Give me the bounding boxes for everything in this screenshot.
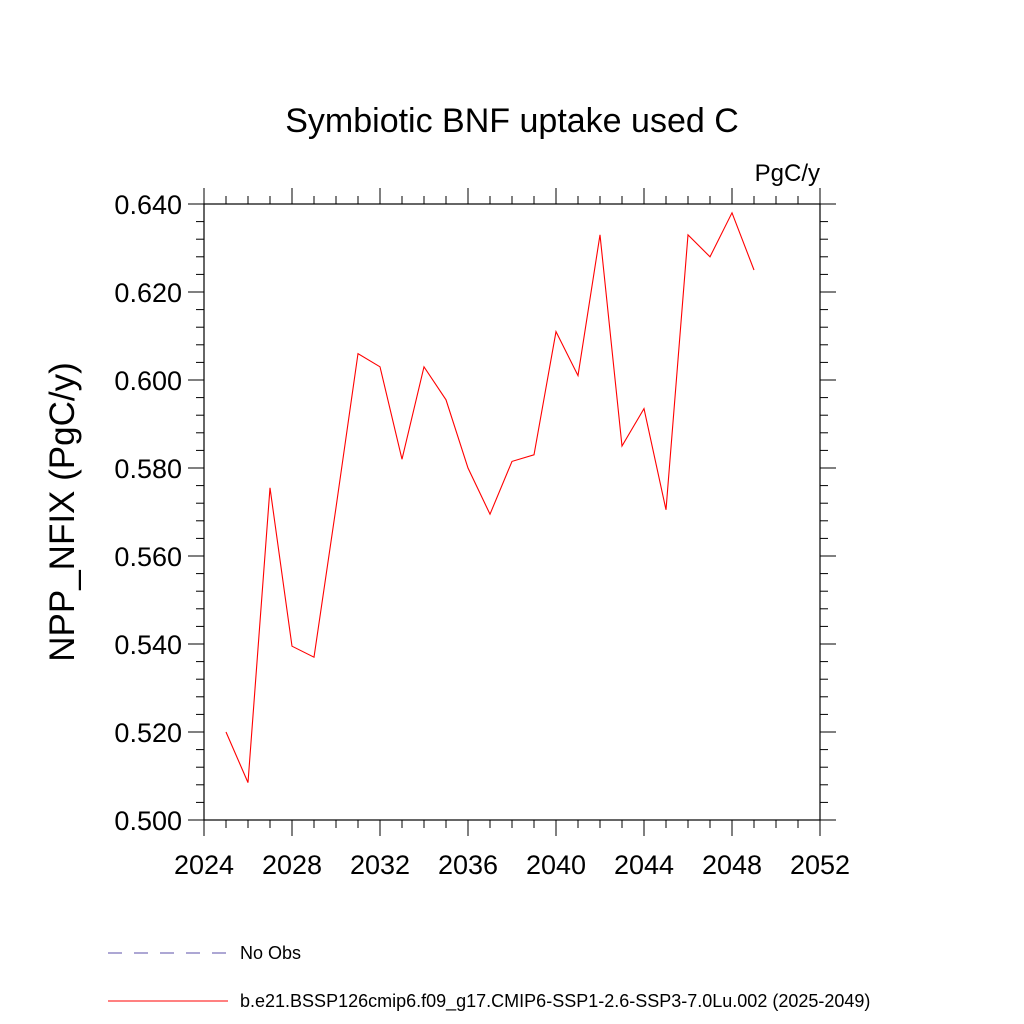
x-tick-label: 2036 bbox=[438, 850, 498, 880]
x-tick-label: 2028 bbox=[262, 850, 322, 880]
plot-frame bbox=[203, 203, 821, 821]
y-axis: 0.500 0.520 0.540 0.560 0.580 0.600 0.620 0.640 bbox=[114, 190, 836, 836]
y-tick-label: 0.600 bbox=[114, 366, 182, 396]
y-tick-label: 0.560 bbox=[114, 542, 182, 572]
y-tick-label: 0.580 bbox=[114, 454, 182, 484]
x-tick-label: 2052 bbox=[790, 850, 850, 880]
x-axis: 2024 2028 2032 2036 2040 2044 2048 2052 bbox=[174, 188, 850, 880]
x-tick-label: 2048 bbox=[702, 850, 762, 880]
legend-label-run: b.e21.BSSP126cmip6.f09_g17.CMIP6-SSP1-2.… bbox=[240, 991, 870, 1012]
y-axis-label: NPP_NFIX (PgC/y) bbox=[43, 362, 82, 662]
x-tick-label: 2024 bbox=[174, 850, 234, 880]
x-tick-label: 2044 bbox=[614, 850, 674, 880]
y-tick-label: 0.640 bbox=[114, 190, 182, 220]
x-tick-label: 2032 bbox=[350, 850, 410, 880]
legend-label-no-obs: No Obs bbox=[240, 943, 301, 963]
x-tick-label: 2040 bbox=[526, 850, 586, 880]
chart-title: Symbiotic BNF uptake used C bbox=[285, 102, 739, 140]
units-label: PgC/y bbox=[755, 160, 820, 187]
y-tick-label: 0.500 bbox=[114, 806, 182, 836]
series-layer bbox=[225, 211, 755, 783]
y-tick-label: 0.540 bbox=[114, 630, 182, 660]
y-tick-label: 0.520 bbox=[114, 718, 182, 748]
legend: No Obs b.e21.BSSP126cmip6.f09_g17.CMIP6-… bbox=[108, 943, 870, 1012]
y-tick-label: 0.620 bbox=[114, 278, 182, 308]
series-line-0 bbox=[225, 211, 755, 783]
